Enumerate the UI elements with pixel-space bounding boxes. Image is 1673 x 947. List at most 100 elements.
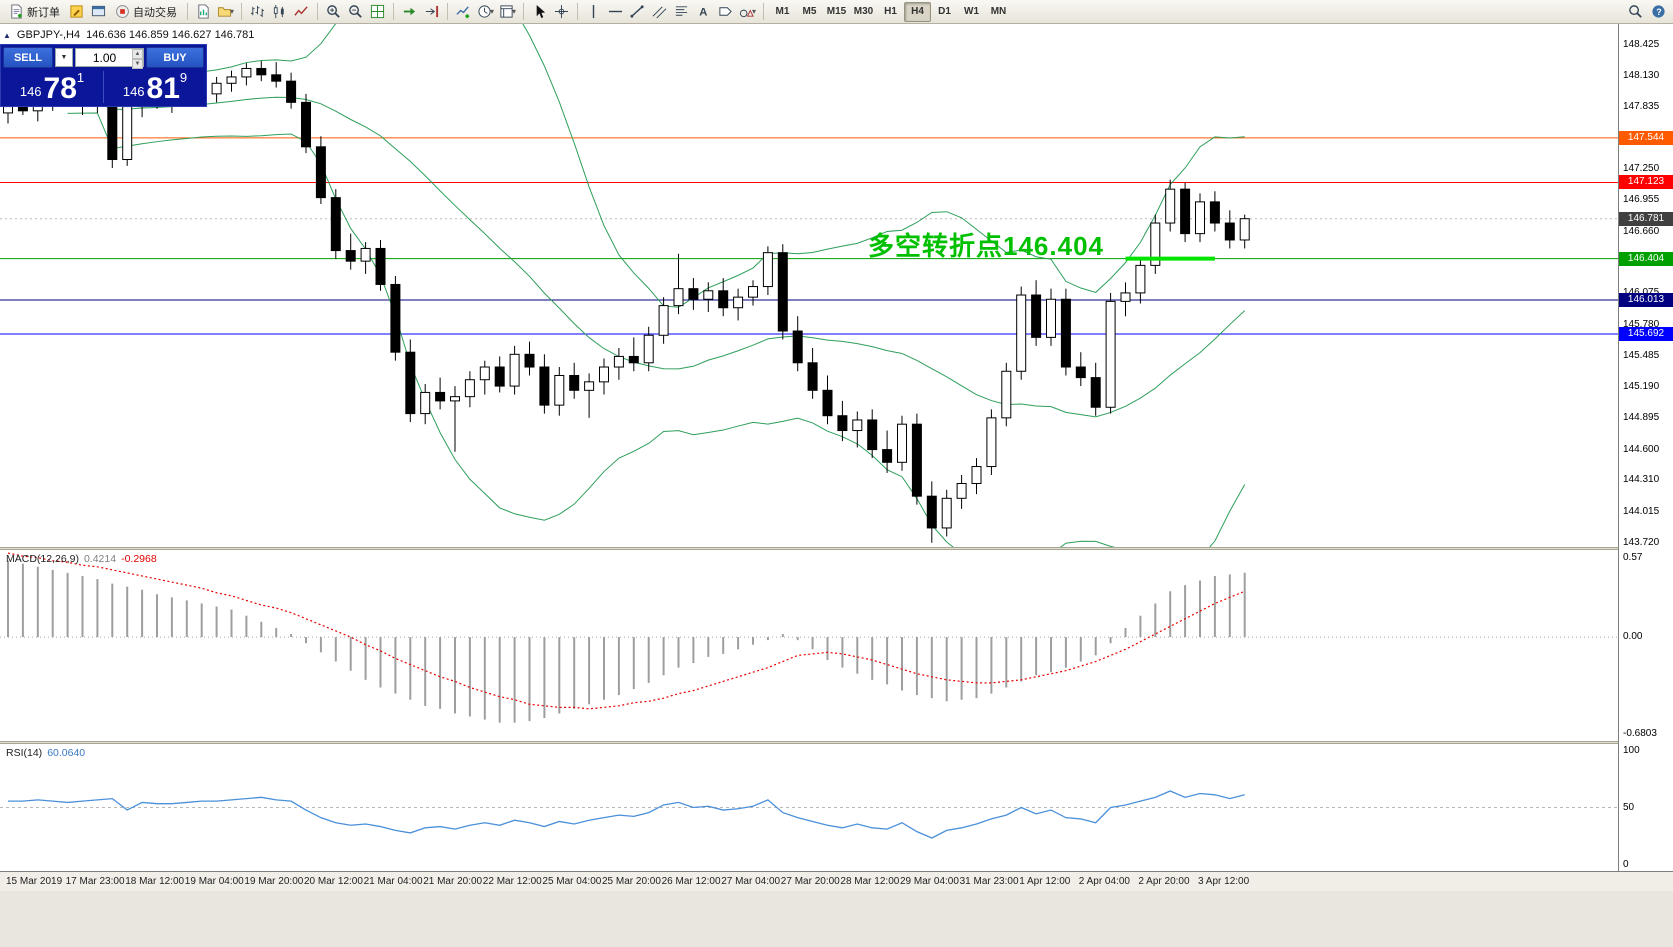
tab-timeframe-w1[interactable]: W1 <box>964 6 979 17</box>
help-icon[interactable] <box>1648 1 1669 22</box>
volume-increment-icon[interactable]: ▲ <box>132 49 143 59</box>
tile-windows-icon[interactable] <box>367 1 388 22</box>
rsi-axis-100: 100 <box>1623 745 1640 756</box>
autotrading-button[interactable]: 自动交易 <box>110 1 182 23</box>
auto-scroll-icon[interactable] <box>399 1 420 22</box>
shapes-icon[interactable]: ▾ <box>737 1 758 22</box>
time-label: 21 Mar 20:00 <box>423 876 483 887</box>
macd-label: MACD(12,26,9) 0.4214 -0.2968 <box>6 553 157 565</box>
tab-timeframe-d1[interactable]: D1 <box>938 6 951 17</box>
new-order-icon <box>9 4 24 19</box>
sell-price-display[interactable]: 146 78 1 <box>1 68 103 106</box>
cursor-icon[interactable] <box>529 1 550 22</box>
periods-icon[interactable]: ▾ <box>475 1 496 22</box>
macd-panel[interactable]: MACD(12,26,9) 0.4214 -0.2968 <box>0 550 1618 741</box>
panel-separator[interactable] <box>0 741 1673 744</box>
fibonacci-icon[interactable] <box>671 1 692 22</box>
time-label: 1 Apr 12:00 <box>1019 876 1071 887</box>
macd-axis-min: -0.6803 <box>1623 728 1657 739</box>
tab-timeframe-m1[interactable]: M1 <box>775 6 790 17</box>
panel-separator[interactable] <box>0 547 1673 550</box>
one-click-collapse-icon[interactable]: ▲ <box>3 30 11 40</box>
chart-header: ▲ GBPJPY-,H4 146.636 146.859 146.627 146… <box>3 29 254 41</box>
time-label: 25 Mar 20:00 <box>602 876 661 887</box>
price-tick: 145.780 <box>1623 318 1660 330</box>
sell-price-handle: 146 <box>19 84 42 99</box>
time-label: 18 Mar 12:00 <box>125 876 185 887</box>
zoom-out-icon[interactable] <box>345 1 366 22</box>
sell-button[interactable]: SELL <box>3 47 53 68</box>
time-label: 26 Mar 12:00 <box>661 876 721 887</box>
trendline-icon[interactable] <box>627 1 648 22</box>
new-order-button[interactable]: 新订单 <box>4 1 65 23</box>
price-axis[interactable]: 148.425 148.130 147.835 147.250 146.955 146.6… <box>1618 24 1673 871</box>
rsi-axis-0: 0 <box>1623 859 1629 870</box>
time-label: 29 Mar 04:00 <box>900 876 959 887</box>
time-label: 27 Mar 20:00 <box>780 876 840 887</box>
price-tick: 144.600 <box>1623 443 1660 455</box>
zoom-in-icon[interactable] <box>323 1 344 22</box>
price-tick: 148.425 <box>1623 38 1660 50</box>
buy-price-pip: 9 <box>179 70 188 85</box>
price-tick: 145.485 <box>1623 349 1660 361</box>
price-tick: 147.250 <box>1623 163 1660 175</box>
tab-timeframe-h1[interactable]: H1 <box>884 6 897 17</box>
text-icon[interactable] <box>693 1 714 22</box>
toolbar-right-tools <box>1625 1 1669 22</box>
tab-timeframe-m30[interactable]: M30 <box>853 6 874 17</box>
price-tick: 146.660 <box>1623 225 1660 237</box>
tab-timeframe-m15[interactable]: M15 <box>826 6 847 17</box>
price-badge: 146.781 <box>1619 211 1673 226</box>
candlestick-chart-icon[interactable] <box>269 1 290 22</box>
main-chart-canvas[interactable] <box>0 24 1618 547</box>
buy-price-display[interactable]: 146 81 9 <box>104 68 206 106</box>
chart-shift-icon[interactable] <box>421 1 442 22</box>
bar-chart-icon[interactable] <box>247 1 268 22</box>
volume-stepper[interactable]: ▲ ▼ <box>132 49 143 69</box>
terminal-icon[interactable] <box>88 1 109 22</box>
tab-timeframe-h4[interactable]: H4 <box>904 1 931 22</box>
indicators-icon[interactable] <box>453 1 474 22</box>
price-tick: 146.075 <box>1623 287 1659 298</box>
vertical-line-icon[interactable] <box>583 1 604 22</box>
macd-canvas[interactable] <box>0 550 1618 741</box>
price-badge: 147.544 <box>1619 130 1673 145</box>
time-label: 31 Mar 23:00 <box>959 876 1019 887</box>
time-label: 25 Mar 04:00 <box>542 876 602 887</box>
main-chart-panel[interactable]: ▲ GBPJPY-,H4 146.636 146.859 146.627 146… <box>0 24 1618 547</box>
buy-button[interactable]: BUY <box>146 47 204 68</box>
time-label: 20 Mar 12:00 <box>304 876 363 887</box>
text-label-icon[interactable] <box>715 1 736 22</box>
time-label: 2 Apr 20:00 <box>1138 876 1190 887</box>
time-axis[interactable]: 15 Mar 2019 17 Mar 23:00 18 Mar 12:00 19 Ma… <box>0 871 1673 891</box>
profiles-icon[interactable]: ▾ <box>215 1 236 22</box>
macd-axis-max: 0.57 <box>1623 552 1643 563</box>
tab-timeframe-m5[interactable]: M5 <box>802 6 817 17</box>
new-chart-icon[interactable] <box>193 1 214 22</box>
turning-point-annotation[interactable]: 多空转折点146.404 <box>868 231 1104 261</box>
time-label: 21 Mar 04:00 <box>363 876 423 887</box>
crosshair-icon[interactable] <box>551 1 572 22</box>
toolbar-separator <box>241 3 242 20</box>
rsi-canvas[interactable] <box>0 744 1618 871</box>
tab-timeframe-mn[interactable]: MN <box>990 6 1007 17</box>
price-badge: 147.123 <box>1619 175 1673 190</box>
channel-icon[interactable] <box>649 1 670 22</box>
volume-input[interactable] <box>75 48 144 67</box>
search-icon[interactable] <box>1625 1 1646 22</box>
volume-decrement-icon[interactable]: ▼ <box>132 59 143 69</box>
toolbar-separator <box>577 3 578 20</box>
price-tick: 144.015 <box>1623 505 1660 517</box>
templates-icon[interactable]: ▾ <box>497 1 518 22</box>
autotrading-icon <box>115 4 130 19</box>
time-label: 17 Mar 23:00 <box>65 876 125 887</box>
metaeditor-icon[interactable] <box>66 1 87 22</box>
volume-dropdown[interactable]: ▼ <box>55 48 73 67</box>
line-chart-icon[interactable] <box>291 1 312 22</box>
toolbar-separator <box>447 3 448 20</box>
toolbar: 新订单 自动交易 ▾ ▾ ▾ ▾ M1 M5 M15 M30 H1 H4 D1 W1 MN <box>0 0 1673 24</box>
toolbar-separator <box>317 3 318 20</box>
rsi-panel[interactable]: RSI(14) 60.0640 <box>0 744 1618 871</box>
horizontal-line-icon[interactable] <box>605 1 626 22</box>
toolbar-separator <box>393 3 394 20</box>
